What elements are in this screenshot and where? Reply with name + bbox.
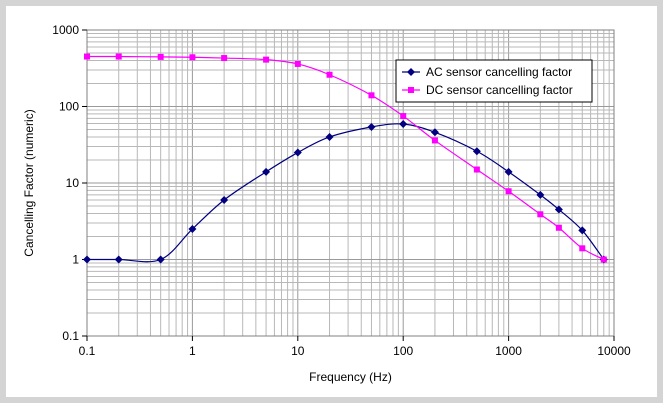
series-1 xyxy=(83,120,608,264)
data-point xyxy=(400,113,407,120)
data-point xyxy=(156,255,165,264)
data-point xyxy=(600,256,607,263)
chart-area: 0.1 1 10 100 1000 10000 0.1 1 10 100 1000 AC senso… xyxy=(6,6,657,397)
data-point xyxy=(504,167,513,176)
data-point xyxy=(294,60,301,67)
data-point xyxy=(115,53,122,60)
legend-label: AC sensor cancelling factor xyxy=(426,65,572,79)
data-point xyxy=(188,225,197,234)
data-point xyxy=(578,226,587,235)
axes: 0.1 1 10 100 1000 10000 0.1 1 10 100 1000 xyxy=(52,23,631,358)
x-axis-label: Frequency (Hz) xyxy=(309,370,392,384)
series xyxy=(83,53,608,264)
data-point xyxy=(83,255,91,264)
data-point xyxy=(326,71,333,78)
data-point xyxy=(157,53,164,60)
data-point xyxy=(579,245,586,252)
data-point xyxy=(472,147,481,156)
data-point xyxy=(262,167,271,176)
x-tick-label: 100 xyxy=(393,344,413,358)
data-point xyxy=(473,166,480,173)
legend-box xyxy=(395,59,593,103)
x-tick-label: 10000 xyxy=(597,344,631,358)
legend-label: DC sensor cancelling factor xyxy=(426,83,573,97)
x-tick-label: 10 xyxy=(291,344,305,358)
data-point xyxy=(220,195,229,204)
data-point xyxy=(114,255,123,264)
y-tick-label: 1 xyxy=(72,253,79,267)
legend-marker xyxy=(407,68,415,76)
data-point xyxy=(367,122,376,131)
y-tick-label: 0.1 xyxy=(62,329,79,343)
legend: AC sensor cancelling factor DC sensor can… xyxy=(395,59,593,103)
legend-marker xyxy=(408,87,414,93)
data-point xyxy=(325,132,334,141)
data-point xyxy=(537,211,544,218)
data-point xyxy=(554,205,563,214)
y-tick-label: 10 xyxy=(66,176,80,190)
grid xyxy=(86,30,614,337)
data-point xyxy=(536,190,545,199)
data-point xyxy=(189,54,196,61)
data-point xyxy=(221,55,228,62)
data-point xyxy=(293,148,302,157)
data-point xyxy=(263,56,270,63)
line-chart: 0.1 1 10 100 1000 10000 0.1 1 10 100 1000 AC senso… xyxy=(22,23,631,384)
data-point xyxy=(399,120,408,129)
x-tick-label: 0.1 xyxy=(79,344,96,358)
data-point xyxy=(505,188,512,195)
data-point xyxy=(84,53,90,60)
series-2 xyxy=(84,53,607,263)
x-tick-label: 1000 xyxy=(495,344,522,358)
data-point xyxy=(555,224,562,231)
y-tick-label: 1000 xyxy=(52,23,79,37)
data-point xyxy=(430,128,439,137)
data-point xyxy=(431,137,438,144)
x-tick-label: 1 xyxy=(189,344,196,358)
y-tick-label: 100 xyxy=(59,100,79,114)
series-line xyxy=(86,123,605,263)
y-axis-label: Cancelling Factor (numeric) xyxy=(22,109,36,256)
data-point xyxy=(368,92,375,99)
